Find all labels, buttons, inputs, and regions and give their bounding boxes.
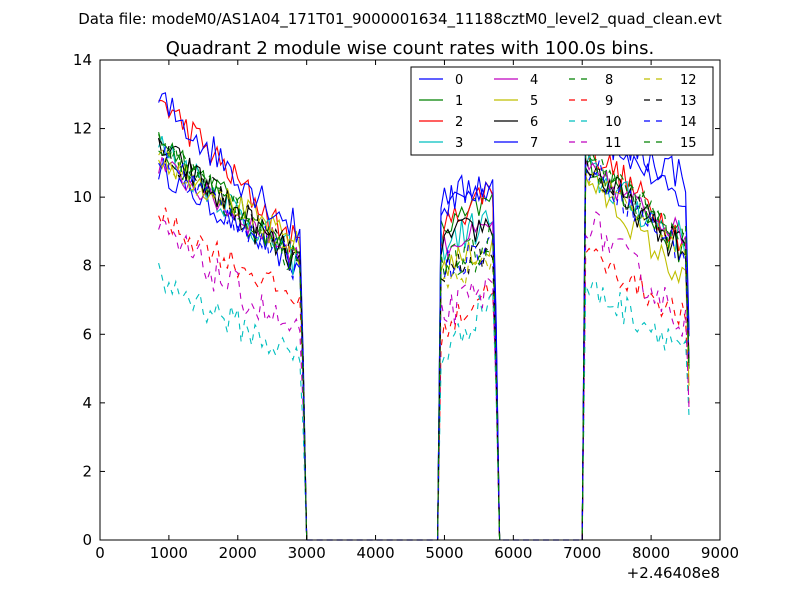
series-line-5 [158,157,690,541]
series-line-13 [158,138,690,541]
legend-label: 3 [455,136,463,151]
legend-label: 12 [680,73,697,88]
legend-label: 14 [680,115,697,130]
plot-frame [99,59,721,541]
x-tick-label: 7000 [563,544,601,562]
axis-ticks: 0 1000 2000 3000 4000 5000 6000 7000 8000 9000 0 2 4… [73,51,739,562]
chart-title: Quadrant 2 module wise count rates with … [166,38,655,59]
series-line-0 [158,110,690,541]
series-line-2 [158,99,690,541]
legend-label: 11 [605,136,622,151]
x-tick-label: 5000 [425,544,463,562]
x-tick-label: 4000 [356,544,394,562]
legend-label: 15 [680,136,697,151]
y-tick-label: 10 [73,188,92,206]
legend-label: 10 [605,115,622,130]
x-tick-label: 1000 [150,544,188,562]
x-axis-offset-label: +2.46408e8 [627,564,720,582]
series-line-8 [158,132,690,541]
y-tick-label: 12 [73,120,92,138]
legend-label: 4 [530,73,538,88]
series-line-9 [158,207,690,541]
y-tick-label: 4 [82,394,92,412]
series-line-15 [158,143,690,541]
legend-label: 6 [530,115,538,130]
series-line-10 [158,262,690,541]
legend-label: 9 [605,94,613,109]
legend-label: 13 [680,94,697,109]
legend-label: 7 [530,136,538,151]
legend-label: 1 [455,94,463,109]
chart-suptitle: Data file: modeM0/AS1A04_171T01_90000016… [78,10,722,29]
y-tick-label: 2 [82,462,92,480]
x-tick-label: 0 [95,544,105,562]
legend-label: 0 [455,73,463,88]
y-tick-label: 8 [82,257,92,275]
x-tick-label: 8000 [632,544,670,562]
legend-label: 2 [455,115,463,130]
legend-box [410,66,714,156]
series-line-3 [158,135,690,541]
y-tick-label: 0 [82,531,92,549]
x-tick-label: 6000 [494,544,532,562]
y-tick-label: 6 [82,325,92,343]
x-tick-label: 9000 [701,544,739,562]
series-line-14 [158,146,690,541]
plot-area [158,92,690,541]
legend-label: 5 [530,94,538,109]
y-tick-label: 14 [73,51,92,69]
x-tick-label: 3000 [288,544,326,562]
x-tick-label: 2000 [219,544,257,562]
legend-label: 8 [605,73,613,88]
series-line-11 [158,210,690,541]
